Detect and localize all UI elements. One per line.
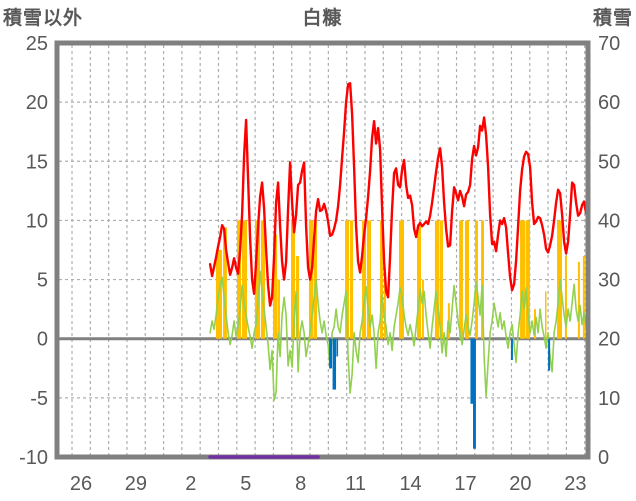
series-yellow-bars — [379, 220, 383, 339]
x-axis-tick: 2 — [185, 473, 196, 495]
series-blue-bars — [329, 338, 333, 369]
series-yellow-bars — [582, 255, 585, 339]
y-axis-tick-right: 70 — [598, 33, 620, 55]
x-axis-tick: 23 — [564, 473, 586, 495]
series-yellow-bars — [464, 220, 469, 339]
series-yellow-bars — [520, 220, 526, 339]
x-axis-tick: 11 — [345, 473, 366, 495]
x-axis-tick: 26 — [70, 473, 92, 495]
y-axis-tick-left: 0 — [37, 329, 48, 351]
series-yellow-bars — [384, 267, 387, 339]
x-axis-tick: 20 — [509, 473, 531, 495]
series-blue-bars — [548, 338, 551, 371]
series-yellow-bars — [525, 220, 530, 339]
y-axis-tick-left: 5 — [37, 270, 48, 292]
series-yellow-bars — [399, 220, 404, 339]
series-yellow-bars — [366, 220, 372, 339]
y-axis-tick-right: 50 — [598, 151, 620, 173]
y-axis-tick-left: 20 — [26, 92, 48, 114]
series-yellow-bars — [291, 220, 296, 339]
series-yellow-bars — [236, 220, 242, 339]
y-axis-tick-right: 60 — [598, 92, 620, 114]
series-yellow-bars — [434, 220, 439, 339]
series-yellow-bars — [345, 220, 350, 339]
x-axis-tick: 8 — [295, 473, 306, 495]
right-axis-title: 積雪 — [592, 8, 633, 29]
y-axis-tick-right: 0 — [598, 447, 609, 469]
series-yellow-bars — [416, 223, 422, 339]
series-yellow-bars — [349, 220, 354, 339]
y-axis-tick-left: -5 — [30, 388, 48, 410]
y-axis-tick-left: 15 — [26, 151, 48, 173]
page-title: 白糠 — [302, 8, 343, 29]
series-yellow-bars — [544, 291, 547, 339]
series-yellow-bars — [564, 255, 567, 339]
series-yellow-bars — [260, 220, 266, 339]
x-axis-tick: 17 — [454, 473, 476, 495]
series-yellow-bars — [295, 255, 300, 339]
left-axis-title: 積雪以外 — [3, 8, 84, 29]
series-yellow-bars — [362, 220, 367, 339]
series-yellow-bars — [481, 220, 484, 339]
series-yellow-bars — [421, 279, 424, 339]
series-blue-bars — [336, 338, 339, 357]
x-axis-tick: 29 — [125, 473, 147, 495]
x-axis-tick: 14 — [399, 473, 421, 495]
y-axis-tick-left: 10 — [26, 210, 48, 232]
y-axis-tick-right: 30 — [598, 270, 620, 292]
series-blue-bars — [470, 338, 474, 404]
series-blue-bars — [510, 338, 513, 361]
series-red-line — [208, 81, 588, 307]
series-yellow-bars — [277, 279, 281, 339]
series-blue-bars — [332, 338, 337, 390]
x-axis-tick: 5 — [240, 473, 251, 495]
y-axis-tick-left: 25 — [26, 33, 48, 55]
plot-border — [54, 40, 591, 460]
series-yellow-bars — [313, 220, 318, 339]
series-green-line — [209, 270, 588, 402]
series-yellow-bars — [241, 220, 248, 339]
series-blue-bars — [473, 338, 476, 449]
y-axis-tick-right: 10 — [598, 388, 620, 410]
series-yellow-bars — [223, 227, 227, 339]
series-yellow-bars — [475, 220, 478, 339]
series-yellow-bars — [459, 220, 463, 339]
series-yellow-bars — [254, 220, 261, 339]
y-axis-tick-left: -10 — [19, 447, 48, 469]
y-axis-tick-right: 40 — [598, 210, 620, 232]
series-yellow-bars — [447, 303, 450, 339]
series-yellow-bars — [577, 261, 580, 339]
series-yellow-bars — [273, 234, 278, 339]
y-axis-tick-right: 20 — [598, 329, 620, 351]
series-yellow-bars — [439, 220, 443, 339]
